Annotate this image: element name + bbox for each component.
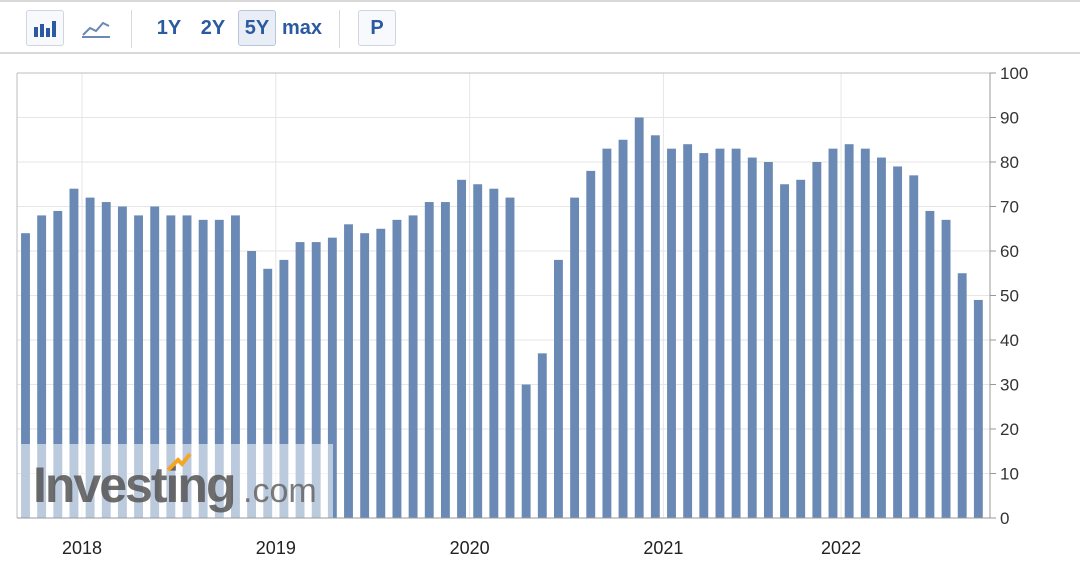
range-5y-button[interactable]: 5Y: [238, 10, 276, 46]
line-chart-button[interactable]: [78, 10, 114, 46]
y-tick-label: 80: [1000, 153, 1019, 172]
bar: [860, 148, 870, 518]
bar: [279, 259, 289, 518]
bars: [21, 117, 983, 519]
bar: [618, 139, 628, 518]
y-tick-label: 40: [1000, 331, 1019, 350]
bar: [327, 237, 337, 518]
bar: [634, 117, 644, 518]
bar: [295, 242, 305, 518]
bar: [311, 242, 321, 518]
x-tick-label: 2021: [643, 538, 683, 558]
bar-chart-icon: [34, 21, 56, 37]
bar: [505, 197, 515, 518]
x-tick-label: 2020: [450, 538, 490, 558]
bar: [586, 170, 596, 518]
x-tick-label: 2018: [62, 538, 102, 558]
line-chart-icon: [82, 21, 110, 38]
bar: [763, 162, 773, 518]
y-tick-label: 50: [1000, 287, 1019, 306]
bar: [263, 268, 273, 518]
bar: [69, 188, 79, 518]
range-2y-button[interactable]: 2Y: [200, 16, 226, 39]
bar: [166, 215, 176, 518]
bar: [457, 179, 466, 519]
watermark-logo-arrow-icon: [166, 452, 192, 472]
y-tick-label: 90: [1000, 109, 1019, 128]
y-tick-label: 10: [1000, 465, 1019, 484]
bar: [134, 215, 143, 518]
y-tick-label: 70: [1000, 198, 1019, 217]
bar: [21, 233, 30, 518]
bar: [198, 219, 208, 518]
chart-toolbar: 1Y 2Y 5Y max P: [0, 0, 1080, 54]
bar: [150, 206, 160, 518]
bar: [973, 299, 983, 518]
bar: [650, 135, 660, 519]
bar: [699, 153, 709, 518]
bar: [392, 219, 402, 518]
watermark-backdrop: [20, 444, 333, 520]
y-tick-label: 20: [1000, 420, 1019, 439]
y-axis: 0 10 20 30 40 50 60 70 80 90 100: [990, 64, 1028, 528]
bar: [231, 215, 240, 518]
bar: [440, 202, 450, 519]
bar: [408, 215, 418, 518]
toolbar-separator: [131, 10, 132, 48]
y-tick-label: 30: [1000, 376, 1019, 395]
bar: [360, 233, 370, 518]
watermark-brand: Investing: [33, 457, 234, 513]
x-tick-label: 2022: [821, 538, 861, 558]
bar: [909, 175, 919, 518]
bar: [893, 166, 903, 518]
bar: [747, 157, 757, 519]
bar: [941, 219, 951, 518]
bar: [731, 148, 741, 518]
bar: [537, 353, 547, 518]
bar: [376, 228, 386, 518]
bar: [925, 210, 935, 518]
print-button[interactable]: P: [358, 10, 396, 46]
bar: [844, 144, 854, 518]
bar: [37, 215, 47, 518]
bar: [554, 259, 563, 518]
bar: [521, 384, 531, 518]
bar: [828, 148, 838, 518]
bar: [602, 148, 612, 518]
bar: [424, 202, 434, 519]
bar: [877, 157, 886, 519]
bar: [715, 148, 725, 518]
bar: [214, 219, 224, 518]
x-tick-label: 2019: [256, 538, 296, 558]
bar: [812, 162, 822, 518]
y-tick-label: 60: [1000, 242, 1019, 261]
bar: [489, 188, 499, 518]
bar: [683, 144, 693, 518]
bar: [53, 210, 63, 518]
bar: [247, 251, 257, 518]
toolbar-separator: [339, 10, 340, 48]
range-1y-button[interactable]: 1Y: [156, 16, 182, 39]
investing-watermark: Investing .com: [20, 444, 333, 520]
x-axis: 2018 2019 2020 2021 2022: [62, 538, 861, 558]
bar: [667, 148, 676, 518]
bar: [957, 273, 967, 518]
range-max-button[interactable]: max: [281, 16, 323, 39]
bar: [796, 179, 806, 519]
bar: [473, 184, 483, 518]
bar-chart: Investing .com 0 10 20 30 40 50 60 70 80 90 100 20…: [16, 64, 1028, 558]
y-tick-label: 100: [1000, 64, 1028, 83]
bar-chart-button[interactable]: [26, 10, 64, 46]
watermark-suffix: .com: [243, 472, 317, 510]
bar: [344, 224, 353, 519]
y-tick-label: 0: [1000, 509, 1009, 528]
bar: [117, 206, 127, 518]
bar: [780, 184, 789, 518]
bar: [101, 202, 111, 519]
bar: [182, 215, 192, 518]
bar: [570, 197, 580, 518]
bar: [85, 197, 95, 518]
